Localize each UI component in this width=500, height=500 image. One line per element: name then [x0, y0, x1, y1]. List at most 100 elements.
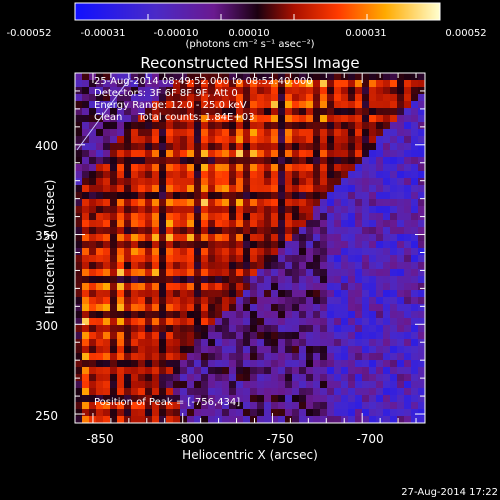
- heatmap-cell: [362, 129, 370, 137]
- heatmap-cell: [243, 402, 251, 410]
- heatmap-cell: [82, 199, 90, 207]
- heatmap-cell: [271, 367, 279, 375]
- heatmap-cell: [236, 122, 244, 130]
- heatmap-cell: [306, 332, 314, 340]
- heatmap-cell: [117, 255, 125, 263]
- heatmap-cell: [271, 374, 279, 382]
- heatmap-cell: [96, 192, 104, 200]
- heatmap-cell: [117, 374, 125, 382]
- heatmap-cell: [299, 318, 307, 326]
- heatmap-cell: [278, 409, 286, 417]
- heatmap-cell: [166, 276, 174, 284]
- heatmap-cell: [89, 374, 97, 382]
- heatmap-cell: [173, 276, 181, 284]
- heatmap-cell: [327, 101, 335, 109]
- heatmap-cell: [271, 241, 279, 249]
- heatmap-cell: [194, 164, 202, 172]
- heatmap-cell: [334, 199, 342, 207]
- heatmap-cell: [82, 171, 90, 179]
- heatmap-cell: [145, 255, 153, 263]
- heatmap-cell: [306, 136, 314, 144]
- heatmap-cell: [229, 297, 237, 305]
- heatmap-cell: [397, 94, 405, 102]
- heatmap-cell: [369, 262, 377, 270]
- heatmap-cell: [390, 325, 398, 333]
- heatmap-cell: [75, 283, 83, 291]
- heatmap-cell: [75, 311, 83, 319]
- heatmap-cell: [327, 136, 335, 144]
- heatmap-cell: [257, 262, 265, 270]
- heatmap-cell: [89, 262, 97, 270]
- heatmap-cell: [159, 185, 167, 193]
- heatmap-cell: [82, 262, 90, 270]
- heatmap-cell: [89, 241, 97, 249]
- heatmap-cell: [257, 234, 265, 242]
- heatmap-cell: [418, 346, 426, 354]
- heatmap-cell: [180, 402, 188, 410]
- heatmap-cell: [299, 73, 307, 81]
- heatmap-cell: [341, 157, 349, 165]
- heatmap-cell: [299, 108, 307, 116]
- heatmap-cell: [383, 157, 391, 165]
- heatmap-cell: [327, 346, 335, 354]
- heatmap-cell: [173, 255, 181, 263]
- heatmap-cell: [341, 136, 349, 144]
- heatmap-cell: [173, 136, 181, 144]
- heatmap-cell: [215, 290, 223, 298]
- heatmap-cell: [418, 171, 426, 179]
- heatmap-cell: [89, 94, 97, 102]
- heatmap-cell: [152, 143, 160, 151]
- heatmap-cell: [152, 227, 160, 235]
- heatmap-cell: [236, 248, 244, 256]
- heatmap-cell: [187, 80, 195, 88]
- heatmap-cell: [278, 241, 286, 249]
- heatmap-cell: [110, 80, 118, 88]
- heatmap-cell: [236, 227, 244, 235]
- heatmap-cell: [152, 402, 160, 410]
- heatmap-cell: [355, 269, 363, 277]
- heatmap-cell: [229, 199, 237, 207]
- heatmap-cell: [264, 206, 272, 214]
- heatmap-cell: [145, 304, 153, 312]
- heatmap-cell: [383, 241, 391, 249]
- heatmap-cell: [89, 346, 97, 354]
- heatmap-cell: [250, 304, 258, 312]
- heatmap-cell: [285, 136, 293, 144]
- heatmap-cell: [271, 122, 279, 130]
- heatmap-cell: [397, 87, 405, 95]
- heatmap-cell: [397, 367, 405, 375]
- heatmap-cell: [208, 115, 216, 123]
- heatmap-cell: [355, 206, 363, 214]
- heatmap-cell: [341, 171, 349, 179]
- heatmap-cell: [159, 234, 167, 242]
- heatmap-cell: [110, 129, 118, 137]
- heatmap-cell: [299, 199, 307, 207]
- heatmap-cell: [194, 108, 202, 116]
- heatmap-cell: [376, 388, 384, 396]
- heatmap-cell: [215, 283, 223, 291]
- heatmap-cell: [145, 402, 153, 410]
- heatmap-cell: [390, 87, 398, 95]
- heatmap-cell: [327, 311, 335, 319]
- heatmap-cell: [362, 227, 370, 235]
- heatmap-cell: [313, 150, 321, 158]
- heatmap-cell: [201, 234, 209, 242]
- heatmap-cell: [229, 73, 237, 81]
- frame-corner-streak: [76, 77, 131, 151]
- heatmap-cell: [404, 395, 412, 403]
- heatmap-cell: [173, 360, 181, 368]
- heatmap-cell: [194, 262, 202, 270]
- heatmap-cell: [327, 185, 335, 193]
- heatmap-cell: [229, 178, 237, 186]
- heatmap-cell: [369, 269, 377, 277]
- heatmap-cell: [271, 164, 279, 172]
- heatmap-cell: [194, 325, 202, 333]
- heatmap-cell: [117, 185, 125, 193]
- heatmap-cell: [404, 248, 412, 256]
- heatmap-cell: [110, 94, 118, 102]
- heatmap-cell: [124, 108, 132, 116]
- heatmap-cell: [152, 185, 160, 193]
- heatmap-cell: [404, 143, 412, 151]
- heatmap-cell: [236, 220, 244, 228]
- heatmap-cell: [131, 157, 139, 165]
